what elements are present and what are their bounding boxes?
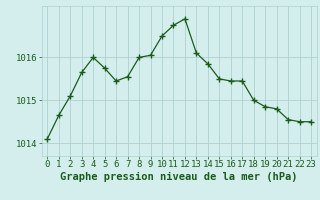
X-axis label: Graphe pression niveau de la mer (hPa): Graphe pression niveau de la mer (hPa) — [60, 172, 298, 182]
